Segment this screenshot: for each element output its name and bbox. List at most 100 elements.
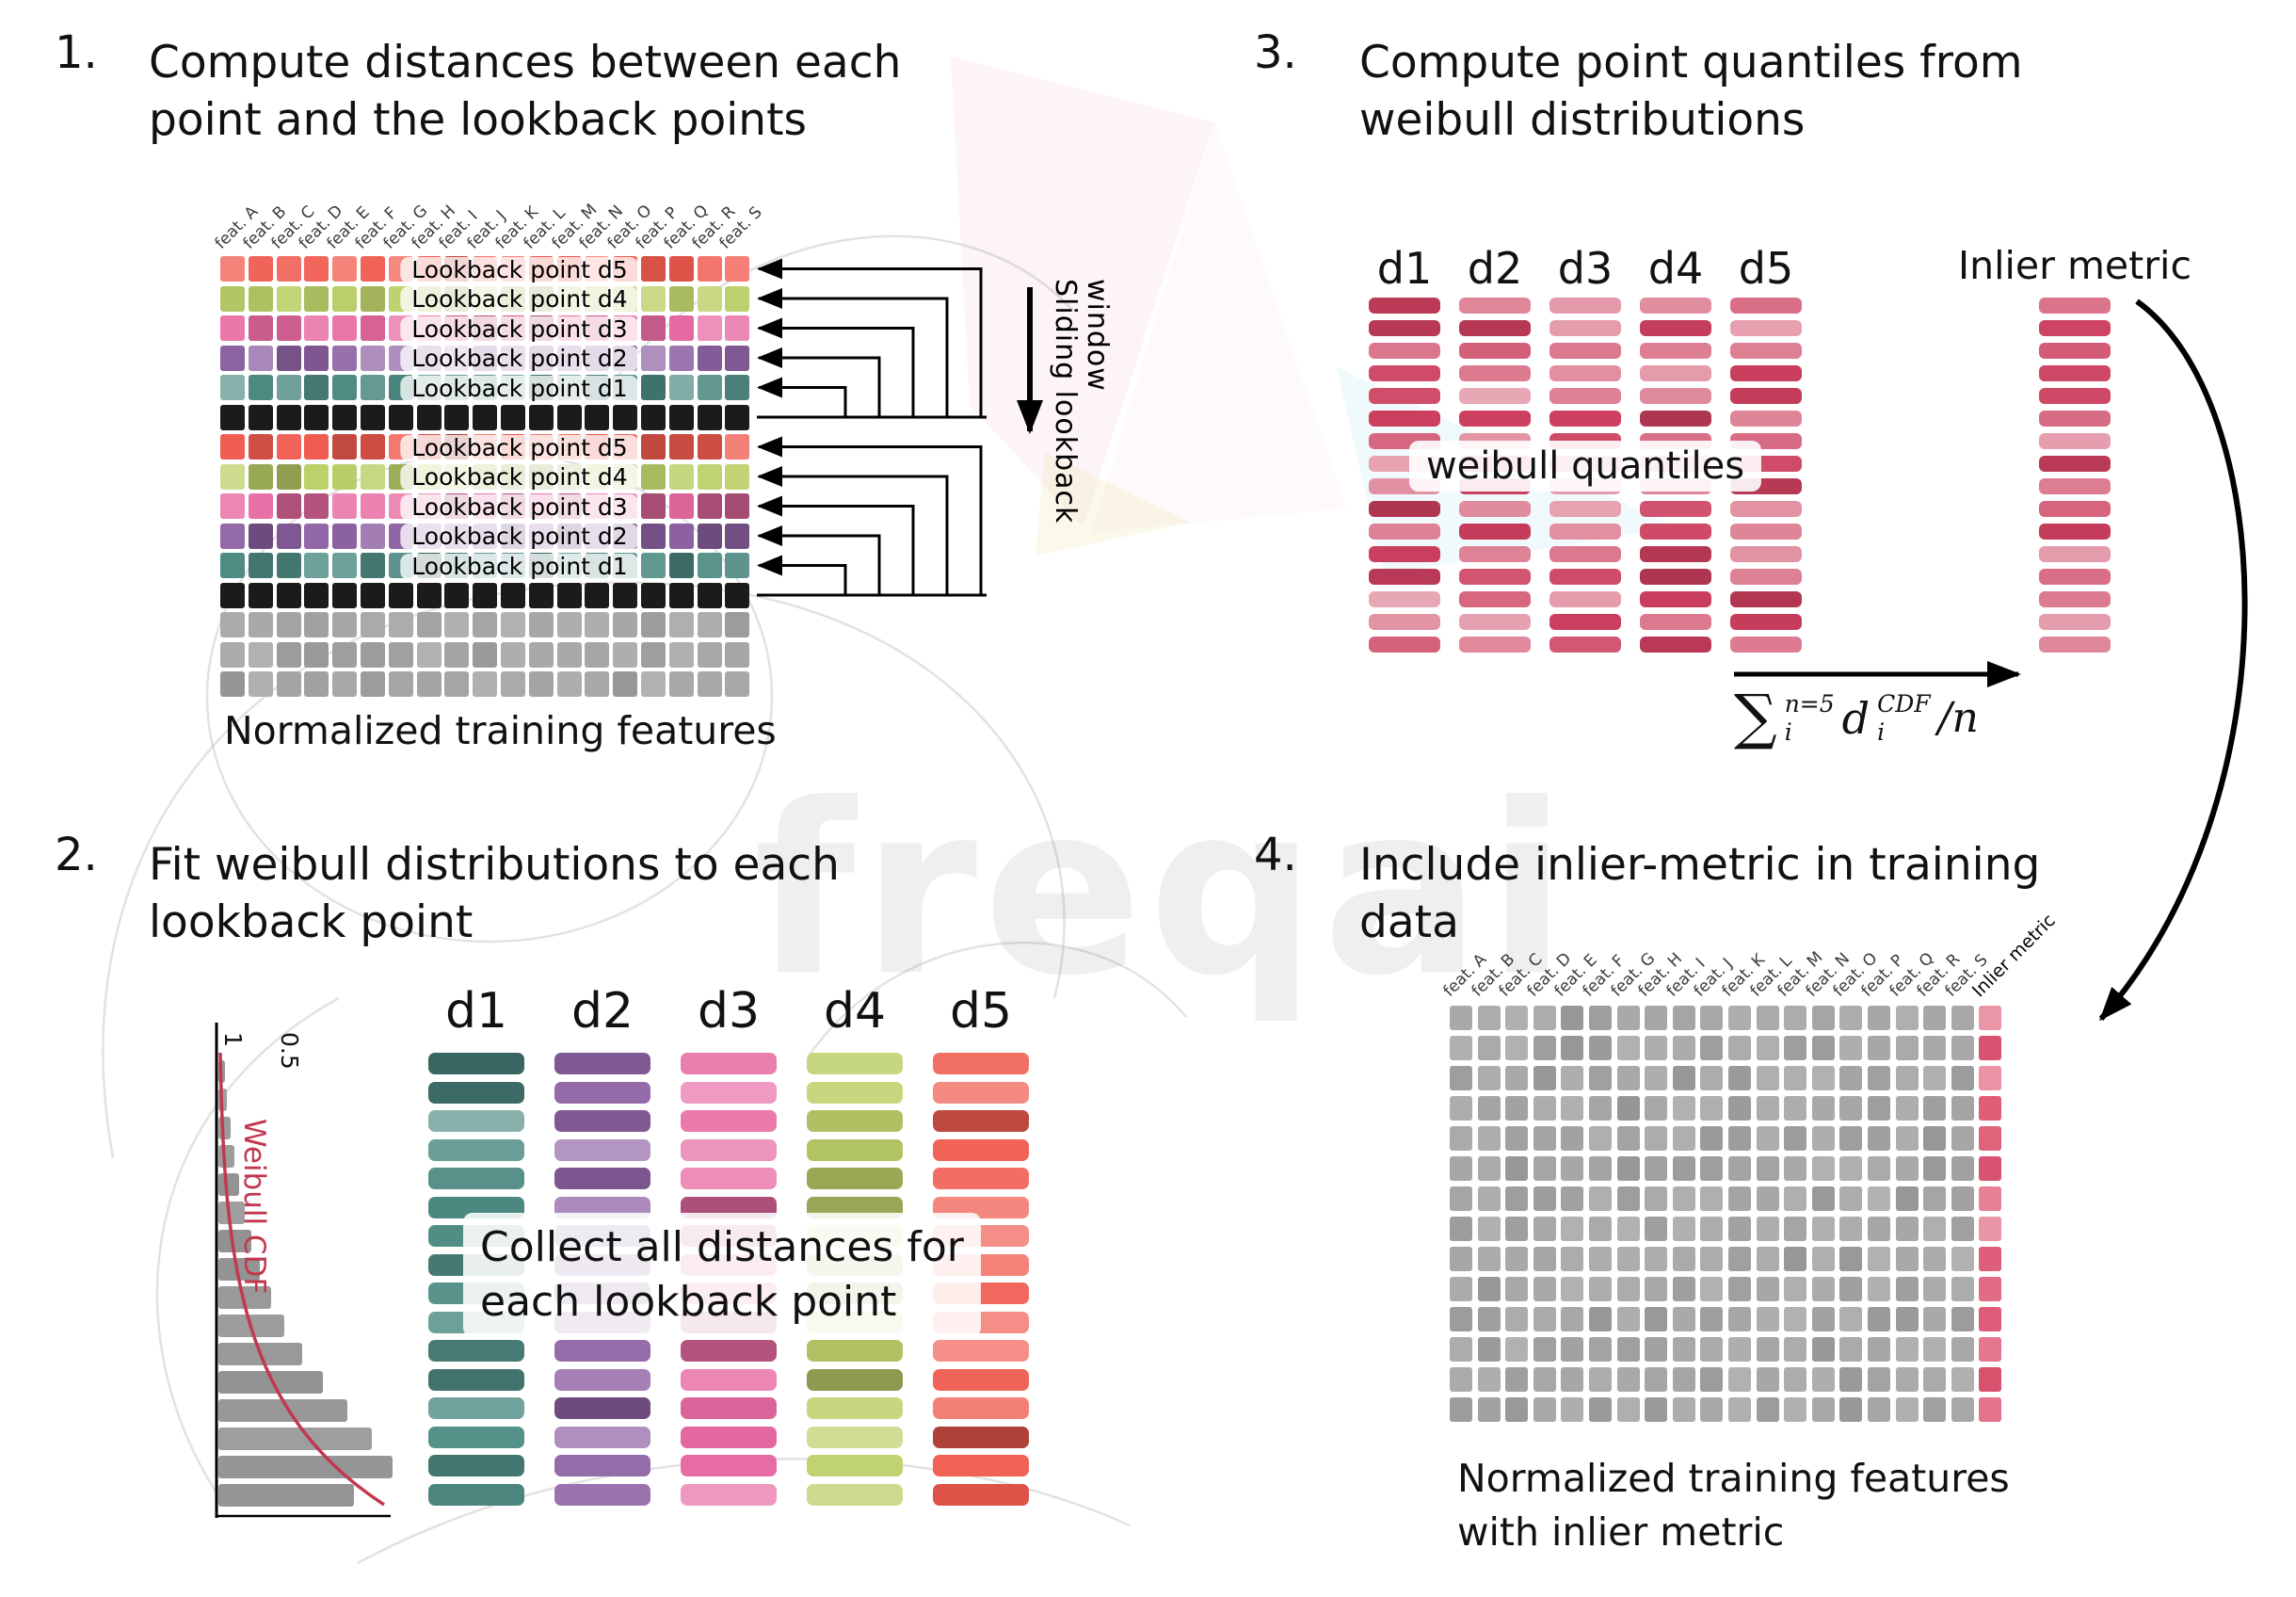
lookback-point-cell [725,375,750,400]
training-feature-cell [1867,1036,1890,1060]
histogram-bar [218,1371,323,1394]
lookback-point-cell [220,493,245,519]
training-feature-cell [1951,1367,1974,1392]
training-feature-cell [1561,1367,1584,1392]
distance-bar [807,1110,903,1132]
training-feature-cell [1616,1337,1640,1362]
current-point-cell [444,582,470,608]
quantile-bar [1459,501,1531,517]
training-feature-cell [1811,1307,1835,1331]
inlier-metric-cell [1979,1096,2002,1121]
inlier-metric-cell [1979,1036,2002,1060]
quantile-bar [1549,298,1621,314]
quantile-bar [1730,569,1802,585]
training-feature-cell [1839,1096,1863,1121]
training-feature-cell [1923,1397,1947,1422]
training-feature-cell [1505,1126,1529,1151]
training-feature-cell [1811,1126,1835,1151]
training-feature-cell [1700,1156,1724,1181]
lookback-point-cell [640,345,666,371]
training-feature-cell [1727,1247,1751,1271]
lookback-point-cell [725,256,750,282]
training-feature-cell [1867,1277,1890,1301]
training-feature-cell [1645,1217,1668,1241]
training-feature-cell [1588,1397,1612,1422]
training-feature-cell [1895,1337,1919,1362]
training-feature-cell [1645,1337,1668,1362]
current-point-cell [360,404,385,430]
lookback-point-cell [276,463,301,490]
training-feature-cell [1477,1096,1501,1121]
quantile-bar [1459,388,1531,404]
training-feature-cell [1867,1337,1890,1362]
training-feature-cell [1616,1036,1640,1060]
training-feature-cell [1561,1126,1584,1151]
training-feature-cell [1700,1277,1724,1301]
quantile-column [1459,298,1531,653]
lookback-point-cell [668,285,694,312]
current-point-cell [613,582,638,608]
training-feature-cell [1923,1307,1947,1331]
distance-bar [807,1138,903,1161]
training-feature-cell [248,612,273,637]
training-feature-cell [1756,1307,1779,1331]
training-feature-cell [1727,1126,1751,1151]
training-feature-cell [1645,1126,1668,1151]
training-feature-cell [1700,1096,1724,1121]
training-feature-cell [1616,1397,1640,1422]
title-line: lookback point [149,896,474,948]
training-feature-cell [1895,1277,1919,1301]
quantile-bar [1369,614,1440,630]
current-point-cell [500,582,525,608]
lookback-point-cell [332,553,358,578]
training-feature-cell [1700,1036,1724,1060]
histogram-bar [218,1089,227,1111]
current-point-cell [473,582,498,608]
quantile-bar [1640,546,1711,562]
training-feature-cell [1839,1006,1863,1030]
training-feature-cell [1895,1156,1919,1181]
lookback-row-label: Lookback point d4 [400,464,639,491]
distance-column-header: d3 [697,983,761,1040]
training-feature-cell [1450,1247,1472,1271]
distance-bar [554,1110,650,1132]
training-feature-cell [360,641,385,668]
lookback-point-cell [640,463,666,490]
lookback-point-cell [668,256,694,282]
training-feature-cell [1477,1277,1501,1301]
training-feature-cell [1756,1337,1779,1362]
training-feature-cell [1756,1397,1779,1422]
current-point-cell [585,582,610,608]
watermark-curve [102,581,1066,1159]
hist-tick-1: 1 [219,1032,247,1047]
lookback-point-cell [640,285,666,312]
training-feature-cell [528,671,554,697]
training-feature-cell [1588,1126,1612,1151]
histogram-bar [218,1145,234,1168]
distance-bar [933,1368,1029,1391]
current-point-cell [332,404,358,430]
training-feature-cell [1477,1066,1501,1090]
distance-bar [807,1168,903,1189]
training-feature-cell [1727,1367,1751,1392]
training-feature-cell [1561,1006,1584,1030]
training-feature-cell [1756,1186,1779,1211]
lookback-point-cell [276,375,301,400]
current-point-cell [725,404,750,430]
training-feature-cell [1727,1397,1751,1422]
inlier-metric-bar [2039,456,2111,472]
training-feature-cell [1867,1397,1890,1422]
lookback-point-cell [697,375,722,400]
lookback-row-label: Lookback point d3 [400,493,639,521]
distance-bar [428,1368,524,1391]
lookback-point-cell [220,553,245,578]
lookback-point-cell [276,285,301,312]
distance-bar [933,1138,1029,1161]
quantile-bar [1730,614,1802,630]
quantile-bar [1549,591,1621,607]
distance-bar [681,1196,777,1218]
distance-bar [554,1053,650,1074]
training-feature-cell [1505,1217,1529,1241]
quantile-bar [1640,501,1711,517]
training-feature-cell [1700,1126,1724,1151]
